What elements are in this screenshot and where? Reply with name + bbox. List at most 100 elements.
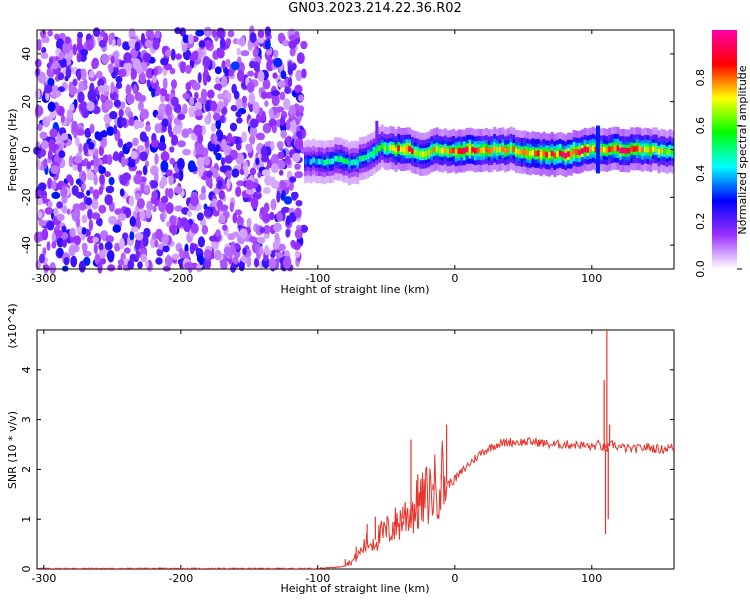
spectrogram-cell bbox=[81, 49, 88, 57]
spectrogram-cell bbox=[452, 147, 456, 154]
spectrogram-cell bbox=[194, 91, 199, 100]
spectrogram-cell bbox=[154, 239, 159, 248]
spectrogram-cell bbox=[504, 147, 508, 154]
spectrogram-cell bbox=[85, 39, 94, 51]
spectrogram-cell bbox=[528, 151, 532, 157]
spectrogram-cell bbox=[223, 97, 229, 108]
spectrogram-cell bbox=[280, 70, 287, 79]
y-tick-label: -20 bbox=[20, 188, 33, 206]
spectrogram-cell bbox=[201, 224, 209, 235]
spectrogram-cell bbox=[195, 247, 201, 255]
spectrogram-cell bbox=[178, 247, 184, 259]
spectrogram-cell bbox=[175, 53, 183, 60]
spectrogram-cell bbox=[108, 63, 114, 74]
spectrogram-cell bbox=[104, 171, 111, 178]
spectrogram-cell bbox=[211, 29, 217, 38]
spectrogram-cell bbox=[187, 160, 196, 173]
spectrogram-cell bbox=[171, 134, 179, 146]
spectrogram-cell bbox=[182, 92, 190, 100]
spectrogram-cell bbox=[105, 185, 115, 194]
x-tick-label: -100 bbox=[305, 272, 330, 285]
spectrogram-cell bbox=[46, 241, 51, 251]
spectrogram-cell bbox=[405, 146, 409, 152]
spectrogram-cell bbox=[207, 111, 212, 124]
spectrogram-cell bbox=[487, 148, 491, 154]
spectrogram-cell bbox=[257, 70, 265, 82]
spectrogram-cell bbox=[269, 108, 274, 120]
spectrogram-cell bbox=[78, 202, 86, 211]
spectrogram-cell bbox=[230, 263, 237, 273]
spectrogram-cell bbox=[47, 177, 53, 190]
spectrogram-cell bbox=[556, 151, 560, 157]
spectrogram-cell bbox=[270, 180, 280, 189]
spectrogram-cell bbox=[219, 165, 228, 173]
spectrogram-cell bbox=[232, 256, 239, 265]
spectrogram-cell bbox=[118, 108, 124, 118]
spectrogram-cell bbox=[281, 206, 291, 213]
spectrogram-cell bbox=[236, 47, 241, 56]
spectrogram-cell bbox=[81, 171, 87, 183]
spectrogram-cell bbox=[88, 219, 94, 232]
spectrogram-cell bbox=[144, 39, 153, 49]
spectrogram-cell bbox=[279, 91, 286, 101]
spectrogram-cell bbox=[55, 229, 63, 237]
spectrogram-cell bbox=[44, 207, 53, 215]
spectrogram-cell bbox=[231, 168, 240, 178]
spectrogram-cell bbox=[526, 150, 530, 156]
spectrogram-cell bbox=[260, 91, 268, 100]
snr-x-label: Height of straight line (km) bbox=[280, 582, 429, 595]
spectrogram-cell bbox=[291, 119, 297, 131]
spectrogram-cell bbox=[230, 104, 238, 112]
snr-y-ticks: 0 1 2 3 4 bbox=[20, 366, 674, 573]
spectrogram-cell bbox=[99, 30, 106, 38]
spectrogram-cell bbox=[119, 188, 125, 197]
spectrogram-cell bbox=[248, 236, 257, 243]
spectrogram-cell bbox=[178, 169, 184, 182]
spectrogram-cell bbox=[84, 127, 92, 139]
snr-y-scale: (x10^4) bbox=[6, 303, 19, 348]
spectrogram-cell bbox=[495, 147, 499, 153]
spectrogram-cell bbox=[334, 155, 338, 162]
spectrogram-cell bbox=[130, 226, 139, 233]
spectrogram-cell bbox=[158, 200, 167, 213]
spectrogram-cell bbox=[249, 118, 259, 128]
spectrogram-cell bbox=[81, 242, 88, 251]
spectrogram-cell bbox=[247, 70, 255, 77]
spectrogram-cell bbox=[219, 115, 226, 124]
spectrogram-cell bbox=[249, 167, 257, 176]
spectrogram-cell bbox=[188, 106, 195, 118]
spectrogram-cell bbox=[402, 146, 406, 153]
spectrogram-cell bbox=[202, 56, 211, 68]
spectrogram-cell bbox=[78, 143, 83, 154]
spectrogram-cell bbox=[353, 159, 357, 165]
spectrogram-cell bbox=[98, 204, 107, 214]
spectrogram-cell bbox=[203, 26, 213, 38]
spectrogram-cell bbox=[162, 245, 170, 253]
spectrogram-cell bbox=[271, 89, 280, 97]
spectrogram-cell bbox=[168, 173, 174, 186]
spectrogram-cell bbox=[144, 260, 149, 269]
spectrogram-cell bbox=[130, 67, 137, 80]
spectrogram-cell bbox=[264, 244, 270, 256]
spectrogram-cell bbox=[326, 158, 329, 165]
spectrogram-cell bbox=[40, 29, 47, 39]
spectrogram-cell bbox=[73, 156, 83, 164]
spectrogram-cell bbox=[171, 253, 180, 260]
spectrogram-cell bbox=[279, 181, 287, 190]
spectrogram-cell bbox=[262, 78, 271, 90]
spectrogram-cell bbox=[110, 55, 115, 64]
spectrogram-cell bbox=[123, 247, 131, 254]
spectrogram-cell bbox=[229, 122, 238, 132]
spectrogram-cell bbox=[56, 237, 64, 248]
spectrogram-cell bbox=[47, 149, 53, 160]
spectrogram-cell bbox=[369, 151, 373, 158]
spectrogram-cell bbox=[154, 123, 162, 134]
spectrogram-cell bbox=[187, 33, 194, 45]
spectrogram-cell bbox=[65, 66, 72, 79]
spectrogram-cell bbox=[76, 69, 82, 81]
spectrogram-cell bbox=[42, 195, 48, 204]
spectrogram-cell bbox=[232, 231, 240, 238]
spectrogram-cell bbox=[91, 197, 99, 210]
spectrogram-y-ticks: -40 -20 0 20 40 bbox=[20, 47, 674, 254]
